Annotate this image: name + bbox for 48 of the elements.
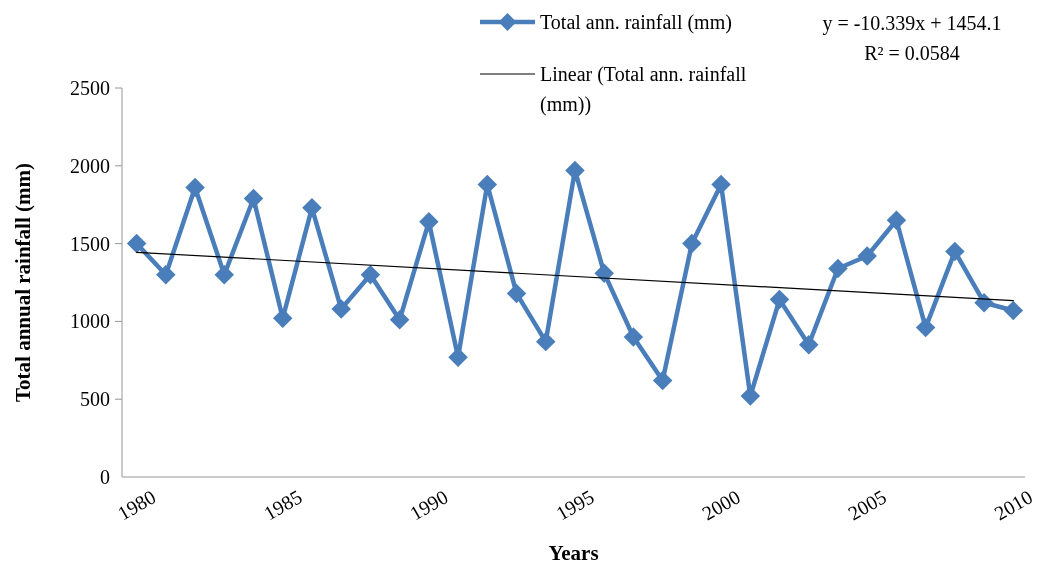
point bbox=[915, 317, 936, 338]
x-tick-label: 2005 bbox=[844, 485, 891, 525]
point bbox=[857, 246, 877, 266]
point bbox=[214, 264, 235, 285]
x-tick-label: 2010 bbox=[990, 485, 1037, 525]
point bbox=[769, 289, 790, 310]
point bbox=[974, 292, 994, 313]
point bbox=[506, 283, 527, 304]
point bbox=[1003, 300, 1024, 321]
point bbox=[243, 188, 264, 209]
y-tick-label: 1000 bbox=[70, 310, 110, 333]
point bbox=[156, 264, 176, 285]
point bbox=[799, 334, 819, 355]
y-tick-label: 2500 bbox=[70, 77, 110, 99]
point bbox=[652, 370, 673, 391]
text: y = -10.339x + 1454.1 bbox=[822, 12, 1002, 35]
x-tick-label: 1980 bbox=[113, 485, 160, 525]
text: R² = 0.0584 bbox=[864, 42, 960, 64]
x-tick-label: 1995 bbox=[552, 485, 598, 525]
point bbox=[623, 327, 644, 347]
point bbox=[360, 264, 381, 285]
point bbox=[828, 258, 848, 279]
x-tick-label: 1985 bbox=[259, 485, 306, 525]
point bbox=[945, 241, 965, 262]
point bbox=[886, 210, 907, 231]
y-tick-label: 0 bbox=[100, 466, 110, 488]
point bbox=[302, 198, 322, 218]
x-axis-title: Years bbox=[548, 541, 599, 565]
point bbox=[331, 299, 351, 319]
y-tick-label: 2000 bbox=[70, 154, 110, 177]
point bbox=[682, 233, 702, 254]
x-tick-label: 1990 bbox=[406, 485, 452, 525]
y-tick-label: 500 bbox=[80, 388, 110, 411]
legend-label: Linear (Total ann. rainfall (mm)) bbox=[540, 63, 747, 116]
point bbox=[448, 347, 468, 367]
point bbox=[594, 263, 614, 283]
legend-label: Total ann. rainfall (mm) bbox=[540, 11, 732, 34]
x-tick-label: 2000 bbox=[698, 485, 744, 525]
point bbox=[535, 331, 556, 352]
point bbox=[389, 310, 410, 330]
point bbox=[126, 233, 147, 254]
point bbox=[740, 386, 761, 406]
point bbox=[272, 308, 293, 329]
point bbox=[419, 212, 439, 232]
point bbox=[711, 174, 731, 195]
point bbox=[185, 177, 205, 198]
y-axis-title: Total annual rainfall (mm) bbox=[11, 163, 35, 402]
y-tick-label: 1500 bbox=[70, 232, 110, 255]
